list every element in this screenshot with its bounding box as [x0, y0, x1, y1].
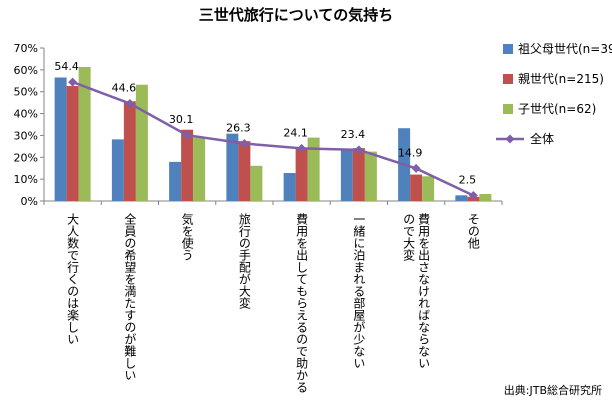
legend-swatch — [503, 74, 513, 84]
y-tick-label: 0% — [21, 195, 38, 208]
bar-parent — [352, 148, 365, 201]
category-label: その他 — [466, 213, 480, 249]
category-label: 大人数で行くのは楽しい — [66, 213, 80, 345]
bar-child — [193, 137, 206, 201]
overall-point — [182, 130, 192, 140]
bar-child — [364, 151, 377, 201]
data-label: 54.4 — [54, 60, 79, 73]
bar-parent — [238, 141, 251, 201]
bar-group — [54, 67, 492, 201]
bar-child — [78, 67, 91, 201]
category-label: ので大変 — [402, 213, 416, 262]
bar-grandparent — [283, 173, 296, 201]
source-note: 出典:JTB総合研究所 — [504, 383, 602, 397]
data-label: 14.9 — [398, 146, 423, 159]
bar-child — [422, 176, 435, 201]
legend-swatch — [503, 44, 513, 54]
category-label: 全員の希望を満たすのが難しい — [123, 212, 137, 381]
data-label: 23.4 — [341, 128, 366, 141]
data-label: 2.5 — [459, 174, 477, 187]
y-tick-label: 30% — [14, 129, 38, 142]
legend-swatch — [503, 104, 513, 114]
data-label: 24.1 — [283, 126, 308, 139]
data-label: 30.1 — [169, 113, 194, 126]
overall-point — [68, 77, 78, 87]
overall-point — [354, 145, 364, 155]
legend-label: 子世代(n=62) — [518, 102, 596, 116]
overall-point — [411, 163, 421, 173]
bar-child — [307, 137, 320, 201]
legend-label: 全体 — [530, 131, 554, 146]
legend-label: 祖父母世代(n=39) — [518, 41, 612, 56]
y-tick-label: 10% — [14, 173, 38, 186]
legend-marker — [505, 134, 515, 144]
bar-grandparent — [340, 150, 353, 201]
category-label: 費用を出さなければならない — [417, 212, 431, 369]
overall-point — [239, 139, 249, 149]
overall-point — [297, 143, 307, 153]
bar-parent — [295, 148, 308, 201]
bar-parent — [66, 86, 79, 201]
overall-line: 54.4 44.6 30.1 26.3 24.1 23.4 14.9 2.5 — [54, 60, 478, 201]
category-label: 費用を出してもらえるので助かる — [295, 212, 309, 393]
y-tick-label: 40% — [14, 108, 38, 121]
bar-grandparent — [226, 133, 239, 201]
bar-grandparent — [111, 139, 124, 201]
y-tick-label: 70% — [14, 42, 38, 55]
y-tick-label: 20% — [14, 151, 38, 164]
bar-grandparent — [455, 195, 468, 201]
legend: 祖父母世代(n=39) 親世代(n=215) 子世代(n=62) 全体 — [496, 41, 612, 146]
overall-series-line — [72, 80, 474, 197]
chart-title: 三世代旅行についての気持ち — [199, 6, 394, 24]
category-label: 気を使う — [180, 212, 194, 261]
category-labels: 大人数で行くのは楽しい 全員の希望を満たすのが難しい 気を使う 旅行の手配が大変 費用を… — [66, 212, 481, 393]
overall-point — [125, 99, 135, 109]
legend-label: 親世代(n=215) — [518, 72, 604, 86]
bar-parent — [410, 174, 423, 201]
y-tick-label: 60% — [14, 64, 38, 77]
y-tick-label: 50% — [14, 86, 38, 99]
bar-grandparent — [54, 77, 67, 201]
bar-grandparent — [169, 161, 182, 201]
data-label: 44.6 — [112, 82, 137, 95]
overall-point — [468, 191, 478, 201]
data-label: 26.3 — [226, 122, 251, 135]
category-label: 旅行の手配が大変 — [237, 213, 251, 310]
bar-child — [250, 165, 263, 201]
bar-parent — [123, 101, 136, 201]
bar-parent — [181, 129, 194, 201]
bar-child — [479, 194, 492, 201]
bar-child — [135, 84, 148, 201]
category-label: 一緒に泊まれる部屋が少ない — [352, 213, 366, 369]
